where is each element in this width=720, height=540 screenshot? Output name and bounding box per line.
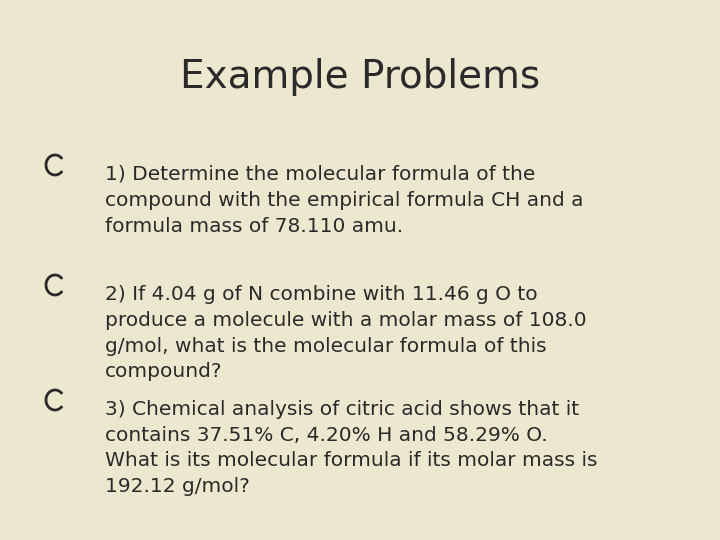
- Text: Example Problems: Example Problems: [180, 58, 540, 96]
- Text: 1) Determine the molecular formula of the
compound with the empirical formula CH: 1) Determine the molecular formula of th…: [105, 165, 583, 235]
- Text: 2) If 4.04 g of N combine with 11.46 g O to
produce a molecule with a molar mass: 2) If 4.04 g of N combine with 11.46 g O…: [105, 285, 587, 381]
- Text: 3) Chemical analysis of citric acid shows that it
contains 37.51% C, 4.20% H and: 3) Chemical analysis of citric acid show…: [105, 400, 598, 496]
